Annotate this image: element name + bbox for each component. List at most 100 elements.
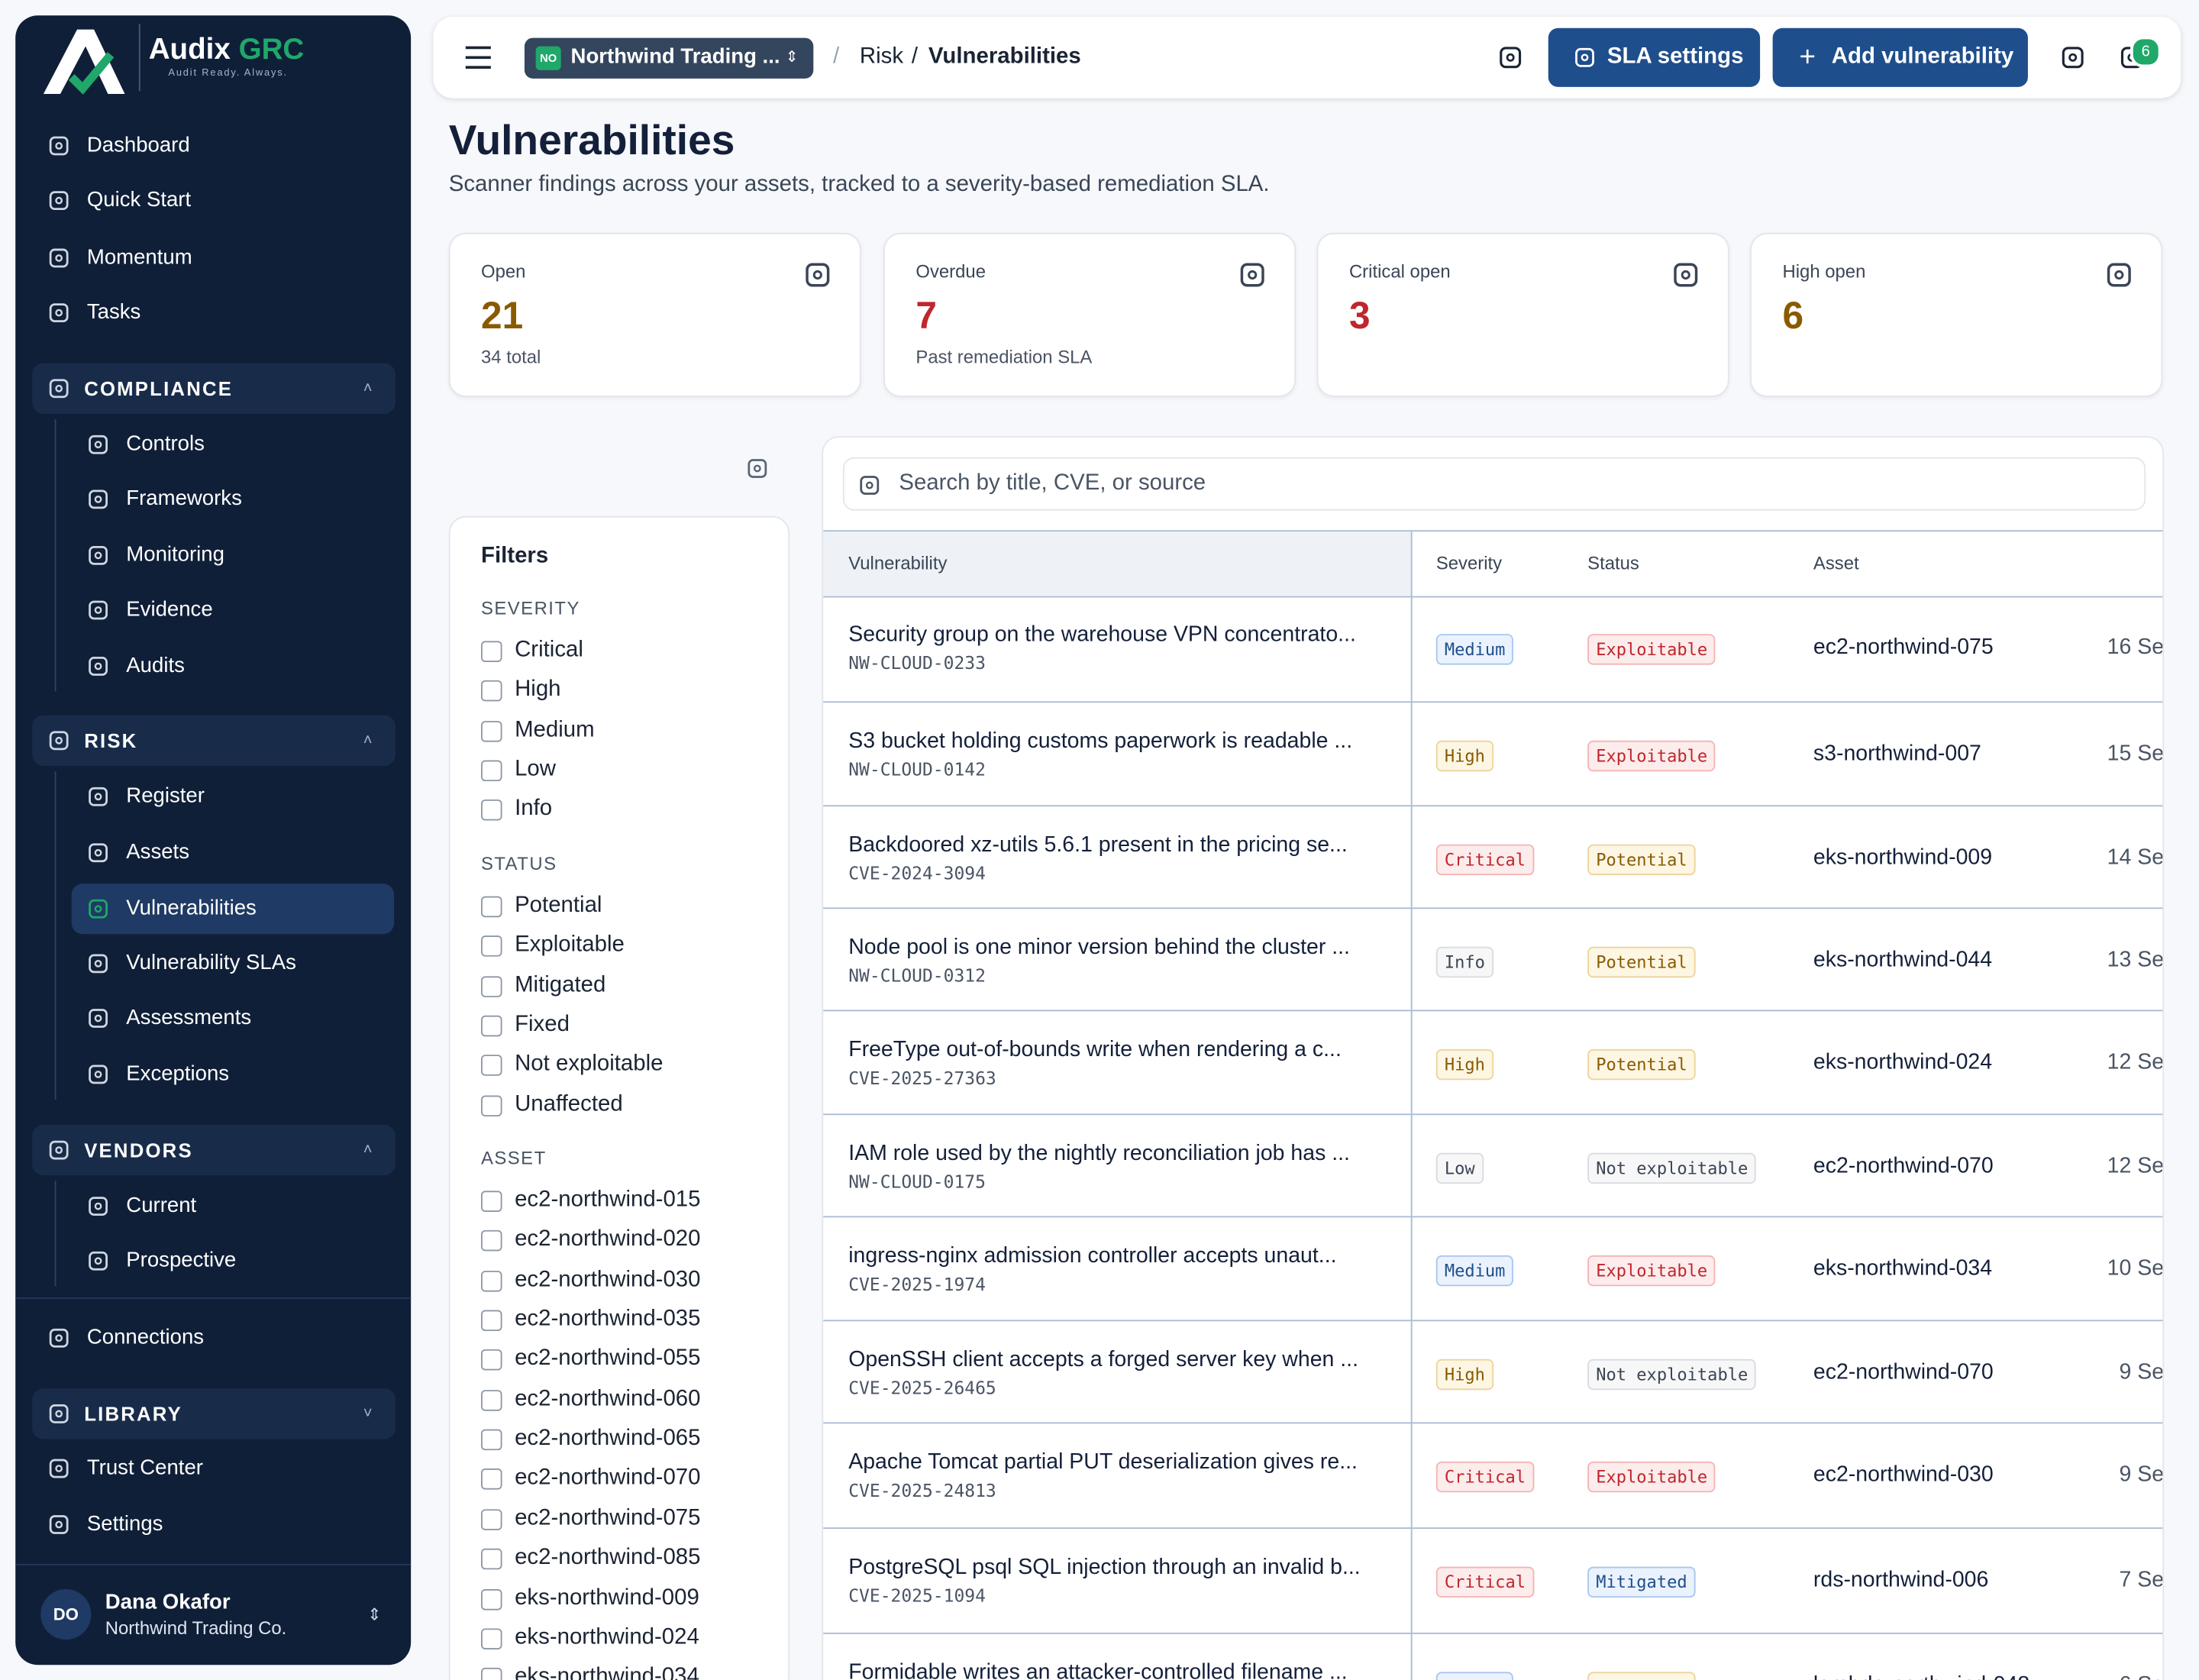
- nav-item[interactable]: Settings: [86, 1512, 163, 1536]
- user-name: Dana Okafor: [105, 1590, 231, 1615]
- filter-option[interactable]: Fixed: [515, 1013, 570, 1037]
- checkbox[interactable]: [481, 1095, 502, 1116]
- user-menu[interactable]: ⇕: [367, 1604, 382, 1624]
- checkbox[interactable]: [481, 1230, 502, 1252]
- checkbox[interactable]: [481, 680, 502, 702]
- filter-option[interactable]: Medium: [515, 717, 595, 742]
- section-header-bg[interactable]: [32, 1388, 396, 1439]
- sla-settings-button[interactable]: SLA settings: [1548, 27, 1761, 87]
- checkbox[interactable]: [481, 1508, 502, 1530]
- checkbox[interactable]: [481, 800, 502, 822]
- filter-option[interactable]: ec2-northwind-055: [515, 1346, 701, 1371]
- nav-item[interactable]: Momentum: [86, 245, 192, 270]
- filter-option[interactable]: eks-northwind-024: [515, 1625, 699, 1649]
- checkbox[interactable]: [481, 1588, 502, 1610]
- checkbox[interactable]: [481, 1015, 502, 1037]
- checkbox[interactable]: [481, 1549, 502, 1570]
- section-header-bg[interactable]: [32, 363, 396, 414]
- checkbox[interactable]: [481, 1270, 502, 1292]
- checkbox[interactable]: [481, 1055, 502, 1077]
- checkbox[interactable]: [481, 720, 502, 742]
- checkbox[interactable]: [481, 1191, 502, 1212]
- table-row[interactable]: FreeType out-of-bounds write when render…: [823, 1010, 2163, 1116]
- add-vulnerability-button[interactable]: + Add vulnerability: [1772, 27, 2028, 87]
- filter-option[interactable]: ec2-northwind-020: [515, 1227, 701, 1252]
- section-header[interactable]: VENDORS: [84, 1139, 193, 1161]
- table-row[interactable]: PostgreSQL psql SQL injection through an…: [823, 1527, 2163, 1634]
- checkbox[interactable]: [481, 1668, 502, 1680]
- table-row[interactable]: Formidable writes an attacker-controlled…: [823, 1632, 2162, 1680]
- filter-option[interactable]: ec2-northwind-030: [515, 1267, 701, 1292]
- checkbox[interactable]: [481, 1429, 502, 1451]
- filter-option[interactable]: ec2-northwind-070: [515, 1466, 701, 1491]
- nav-item[interactable]: Connections: [86, 1325, 205, 1349]
- column-header[interactable]: Status: [1587, 552, 1639, 574]
- nav-item[interactable]: Evidence: [126, 597, 213, 622]
- section-header[interactable]: COMPLIANCE: [84, 377, 234, 400]
- checkbox[interactable]: [481, 896, 502, 918]
- filter-option[interactable]: ec2-northwind-060: [515, 1387, 701, 1411]
- filter-option[interactable]: ec2-northwind-015: [515, 1187, 701, 1212]
- checkbox[interactable]: [481, 975, 502, 997]
- filter-option[interactable]: Mitigated: [515, 973, 606, 997]
- table-row[interactable]: Node pool is one minor version behind th…: [823, 907, 2163, 1012]
- table-row[interactable]: S3 bucket holding customs paperwork is r…: [823, 701, 2163, 807]
- filter-option[interactable]: eks-northwind-034: [515, 1665, 699, 1680]
- nav-item[interactable]: Vulnerability SLAs: [126, 951, 296, 975]
- checkbox[interactable]: [481, 935, 502, 958]
- section-header[interactable]: LIBRARY: [84, 1402, 182, 1426]
- nav-item[interactable]: Quick Start: [86, 188, 192, 212]
- column-header[interactable]: Vulnerability: [848, 552, 948, 574]
- nav-item[interactable]: Register: [126, 783, 205, 808]
- nav-item[interactable]: Trust Center: [86, 1455, 203, 1480]
- nav-item[interactable]: Tasks: [86, 300, 141, 325]
- menu-button[interactable]: [464, 45, 492, 70]
- table-row[interactable]: OpenSSH client accepts a forged server k…: [823, 1320, 2163, 1424]
- column-header[interactable]: Severity: [1435, 552, 1503, 574]
- nav-item[interactable]: Controls: [126, 431, 205, 456]
- checkbox[interactable]: [481, 1389, 502, 1411]
- breadcrumb[interactable]: Risk: [859, 44, 904, 69]
- nav-item[interactable]: Prospective: [126, 1248, 237, 1272]
- filter-option[interactable]: High: [515, 677, 561, 702]
- checkbox[interactable]: [481, 1310, 502, 1332]
- nav-item[interactable]: Monitoring: [126, 542, 224, 567]
- filter-option[interactable]: ec2-northwind-035: [515, 1307, 701, 1332]
- nav-item[interactable]: Frameworks: [126, 486, 242, 511]
- filter-option[interactable]: Info: [515, 796, 553, 822]
- nav-item[interactable]: Dashboard: [86, 133, 190, 157]
- filter-option[interactable]: Potential: [515, 893, 602, 918]
- filter-option[interactable]: ec2-northwind-075: [515, 1506, 701, 1530]
- nav-item[interactable]: Audits: [126, 653, 185, 678]
- search-box[interactable]: Search by title, CVE, or source: [842, 457, 2146, 511]
- section-header[interactable]: RISK: [84, 729, 138, 752]
- nav-item[interactable]: Current: [126, 1194, 197, 1218]
- section-header-bg[interactable]: [32, 1125, 396, 1176]
- filter-option[interactable]: Critical: [515, 638, 583, 662]
- filter-option[interactable]: Unaffected: [515, 1092, 623, 1116]
- filter-option[interactable]: ec2-northwind-065: [515, 1426, 701, 1451]
- checkbox[interactable]: [481, 1468, 502, 1491]
- org-switcher[interactable]: NO Northwind Trading ... ⇕: [524, 37, 814, 79]
- table-row[interactable]: Apache Tomcat partial PUT deserializatio…: [823, 1422, 2163, 1530]
- section-header-bg[interactable]: [32, 715, 396, 766]
- table-row[interactable]: Backdoored xz-utils 5.6.1 present in the…: [823, 805, 2163, 909]
- filter-option[interactable]: Not exploitable: [515, 1052, 664, 1077]
- checkbox[interactable]: [481, 641, 502, 662]
- nav-item[interactable]: Exceptions: [126, 1061, 230, 1086]
- nav-item[interactable]: Vulnerabilities: [126, 896, 257, 920]
- checkbox[interactable]: [481, 760, 502, 782]
- filter-option[interactable]: Low: [515, 757, 557, 782]
- filter-option[interactable]: ec2-northwind-085: [515, 1546, 701, 1570]
- table-row[interactable]: IAM role used by the nightly reconciliat…: [823, 1113, 2163, 1218]
- column-header[interactable]: Asset: [1813, 552, 1859, 574]
- filter-option[interactable]: eks-northwind-009: [515, 1585, 699, 1610]
- checkbox[interactable]: [481, 1349, 502, 1371]
- checkbox[interactable]: [481, 1628, 502, 1649]
- nav-item[interactable]: Assessments: [126, 1005, 252, 1030]
- filter-option[interactable]: Exploitable: [515, 933, 625, 958]
- table-row[interactable]: Security group on the warehouse VPN conc…: [823, 594, 2163, 703]
- table-row[interactable]: ingress-nginx admission controller accep…: [823, 1216, 2163, 1322]
- nav-item[interactable]: Assets: [126, 840, 189, 864]
- vulnerability-title: OpenSSH client accepts a forged server k…: [848, 1348, 1359, 1372]
